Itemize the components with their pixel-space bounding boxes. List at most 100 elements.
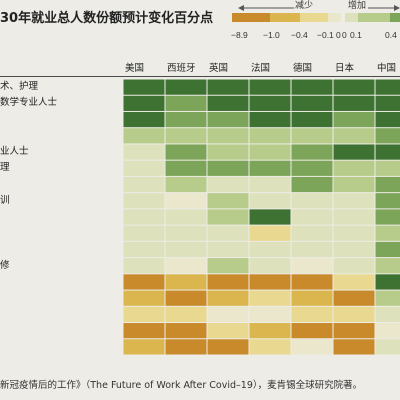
heatmap-cell: [123, 258, 165, 274]
heatmap-cell: [123, 160, 165, 176]
heatmap-cell: [207, 306, 249, 323]
heatmap-cell: [249, 128, 291, 144]
heatmap-cell: [375, 128, 400, 144]
heatmap-cell: [165, 306, 207, 323]
heatmap-cell: [249, 193, 291, 209]
heatmap-cell: [165, 111, 207, 128]
heatmap-cell: [291, 306, 333, 323]
heatmap-cell: [333, 209, 375, 225]
legend-tick: −0.1: [317, 30, 334, 40]
heatmap-cell: [291, 241, 333, 258]
heatmap-cell: [207, 274, 249, 290]
heatmap-cell: [165, 323, 207, 339]
heatmap-cell: [291, 111, 333, 128]
column-label: 日本: [335, 63, 355, 74]
column-label: 西班牙: [167, 63, 196, 74]
column-label: 法国: [251, 63, 271, 74]
legend-tick: −1.0: [263, 30, 280, 40]
heatmap-cell: [333, 306, 375, 323]
heatmap-cell: [207, 209, 249, 225]
heatmap-cell: [291, 323, 333, 339]
legend-swatch-increase-2: [358, 13, 390, 22]
heatmap-cell: [333, 128, 375, 144]
heatmap-cell: [123, 306, 165, 323]
heatmap-cell: [291, 290, 333, 306]
legend-tick: 0: [342, 30, 347, 40]
heatmap-cell: [123, 144, 165, 160]
heatmap-cell: [333, 79, 375, 95]
heatmap-cell: [207, 79, 249, 95]
column-label: 德国: [293, 63, 313, 74]
heatmap-cell: [333, 160, 375, 176]
heatmap-cell: [123, 193, 165, 209]
heatmap-cell: [291, 274, 333, 290]
heatmap-cell: [165, 79, 207, 95]
legend-swatch-decrease-3: [300, 13, 328, 22]
heatmap-cell: [375, 209, 400, 225]
heatmap-cell: [375, 225, 400, 241]
heatmap-cell: [291, 258, 333, 274]
heatmap-cell: [249, 111, 291, 128]
heatmap-cell: [249, 209, 291, 225]
header-rule: [0, 76, 400, 77]
heatmap-cell: [249, 306, 291, 323]
legend-tick: −0.4: [291, 30, 308, 40]
heatmap-cell: [291, 95, 333, 111]
heatmap-cell: [123, 339, 165, 355]
heatmap-cell: [249, 274, 291, 290]
legend-swatch-decrease-2: [270, 13, 300, 22]
heatmap-cell: [165, 193, 207, 209]
heatmap-cell: [333, 290, 375, 306]
heatmap-cell: [249, 79, 291, 95]
heatmap-cell: [291, 79, 333, 95]
column-label: 英国: [209, 63, 229, 74]
arrow-left-icon: [238, 5, 294, 11]
heatmap-cell: [291, 144, 333, 160]
heatmap-cell: [375, 111, 400, 128]
heatmap-cell: [123, 111, 165, 128]
heatmap-cell: [375, 290, 400, 306]
heatmap-cell: [123, 176, 165, 193]
legend-tick: 0: [336, 30, 341, 40]
legend-tick: 0.4: [385, 30, 397, 40]
heatmap-cell: [165, 95, 207, 111]
heatmap-cell: [375, 306, 400, 323]
heatmap-cell: [333, 258, 375, 274]
row-label: 术、护理: [0, 81, 39, 92]
arrow-right-icon: [368, 5, 400, 11]
heatmap-cell: [333, 323, 375, 339]
legend-swatch-decrease-4: [328, 13, 341, 22]
heatmap-cell: [249, 258, 291, 274]
heatmap-cell: [375, 79, 400, 95]
heatmap-cell: [291, 225, 333, 241]
heatmap-cell: [207, 193, 249, 209]
heatmap-cell: [123, 209, 165, 225]
heatmap-cell: [333, 95, 375, 111]
column-label: 美国: [125, 63, 145, 74]
heatmap-cell: [165, 274, 207, 290]
row-label: 理: [0, 162, 10, 174]
source-caption: 新冠疫情后的工作》（The Future of Work After Covid…: [0, 380, 363, 391]
legend-swatch-decrease-1: [232, 13, 270, 22]
heatmap-cell: [165, 176, 207, 193]
heatmap-cell: [375, 95, 400, 111]
heatmap-cell: [249, 339, 291, 355]
heatmap-cell: [207, 323, 249, 339]
heatmap-cell: [249, 160, 291, 176]
heatmap-cell: [165, 225, 207, 241]
heatmap-cell: [375, 258, 400, 274]
heatmap-cell: [207, 144, 249, 160]
heatmap-cell: [375, 339, 400, 355]
heatmap-cell: [207, 128, 249, 144]
heatmap-cell: [207, 290, 249, 306]
heatmap-cell: [333, 241, 375, 258]
heatmap-cell: [207, 176, 249, 193]
heatmap-cell: [123, 290, 165, 306]
heatmap-cell: [291, 176, 333, 193]
color-legend: 减少 增加 −8.9 −1.0 −0.4 −0.1 0 0 0.1 0.4: [228, 0, 400, 46]
legend-swatch-increase-3: [390, 13, 400, 22]
heatmap-cell: [291, 160, 333, 176]
legend-increase-label: 增加: [348, 1, 367, 11]
heatmap-cell: [207, 339, 249, 355]
heatmap-cell: [249, 176, 291, 193]
